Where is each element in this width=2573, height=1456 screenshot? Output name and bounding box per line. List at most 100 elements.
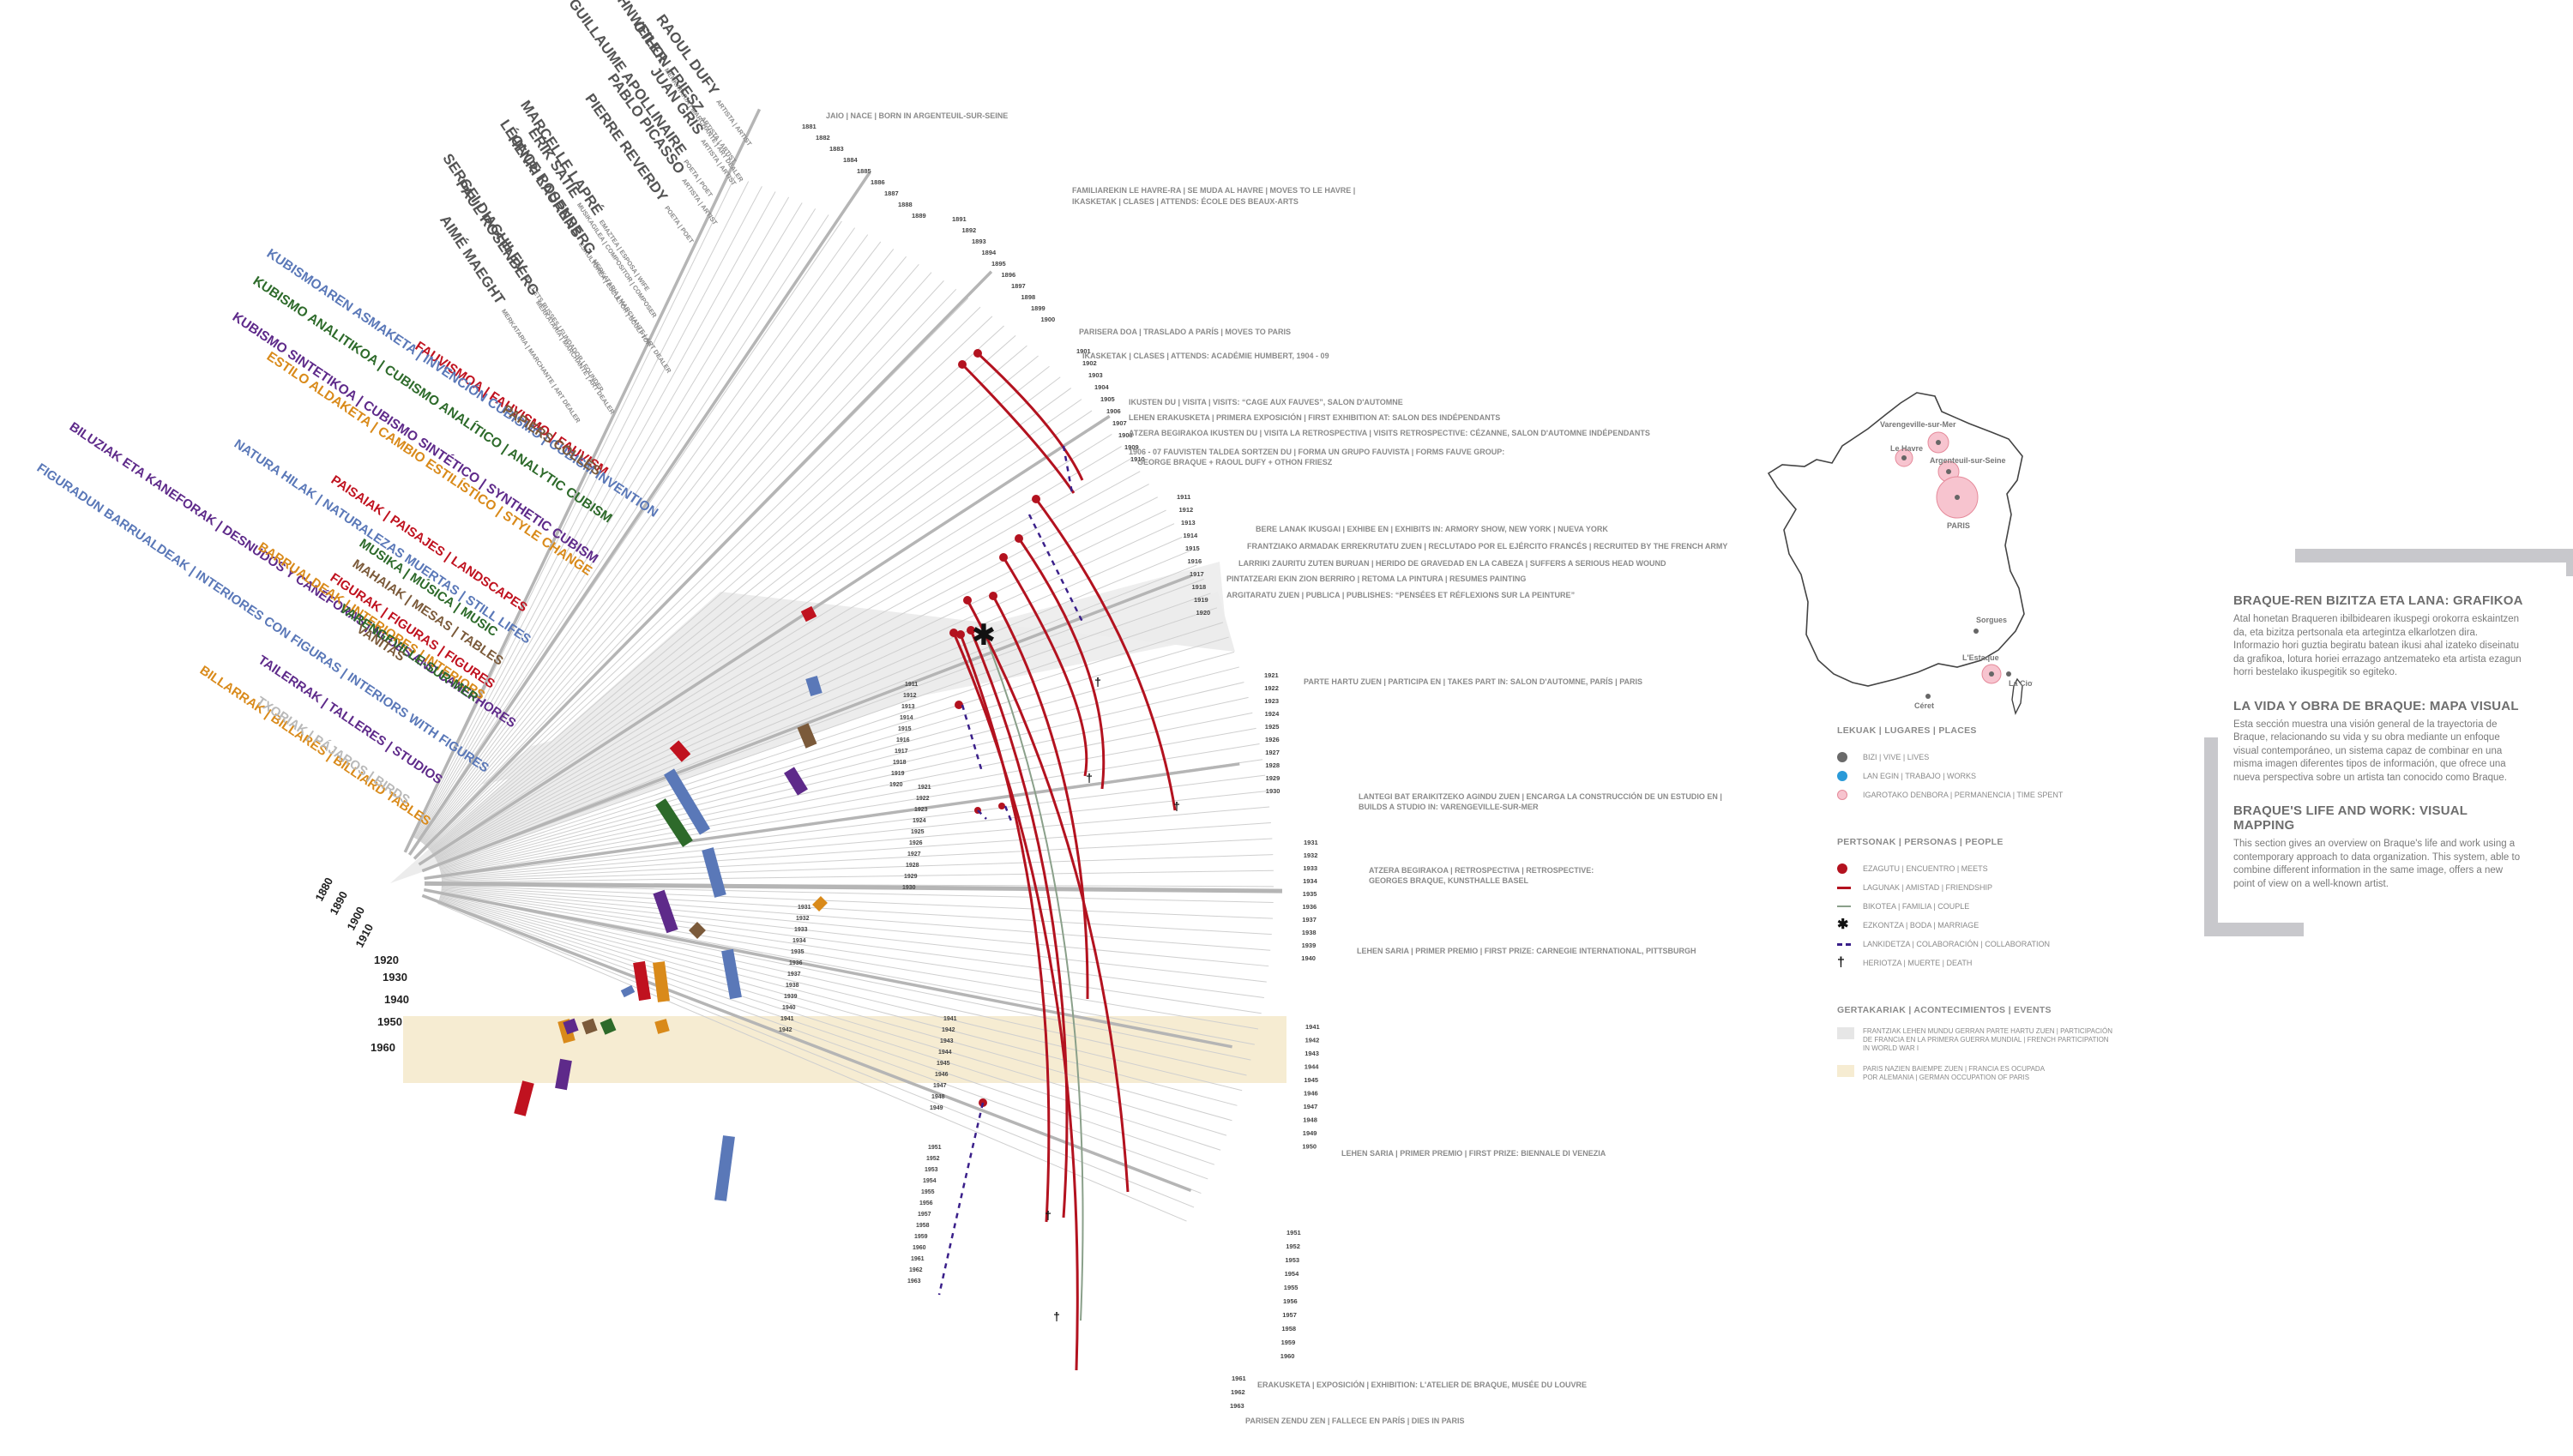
legend-row: LAGUNAK | AMISTAD | FRIENDSHIP (1837, 878, 2180, 897)
year-tick: 1938 (1302, 929, 1317, 936)
year-ray (441, 888, 1267, 983)
arc-rosenberg (952, 632, 1079, 1371)
legend-places: LEKUAK | LUGARES | PLACES BIZI | VIVE | … (1837, 725, 2180, 804)
year-ray (438, 898, 1221, 1151)
year-tick: 1922 (1264, 684, 1279, 692)
year-tick: 1950 (1302, 1143, 1317, 1151)
relationship-arcs (952, 352, 1177, 1371)
arc-grey-couple (979, 621, 1084, 1321)
year-tick: 1888 (898, 201, 913, 208)
year-tick: 1952 (926, 1156, 940, 1162)
collaboration-dash-icon (1837, 942, 1851, 946)
event-label: IKUSTEN DU | VISITA | VISITS: “CAGE AUX … (1129, 398, 1403, 406)
year-tick: 1917 (895, 749, 908, 755)
year-ray (441, 883, 1274, 903)
year-ray (434, 446, 1122, 857)
year-tick: 1920 (1196, 609, 1211, 617)
year-tick: 1936 (1303, 903, 1317, 911)
year-tick: 1907 (1112, 419, 1127, 427)
year-tick: 1909 (1124, 443, 1139, 451)
legend-row: IGAROTAKO DENBORA | PERMANENCIA | TIME S… (1837, 785, 2180, 804)
year-ray (441, 774, 1266, 878)
year-ray (428, 325, 1004, 850)
year-tick: 1955 (1284, 1284, 1299, 1291)
art-period-bar (555, 1058, 572, 1091)
info-title-es: LA VIDA Y OBRA DE BRAQUE: MAPA VISUAL (2233, 698, 2519, 713)
year-ray (428, 335, 1016, 850)
event-label: LANTEGI BAT ERAIKITZEKO AGINDU ZUEN | EN… (1359, 791, 1722, 801)
year-ray (441, 821, 1271, 881)
year-ray (441, 838, 1273, 881)
event-label: ATZERA BEGIRAKOA IKUSTEN DU | VISITA LA … (1129, 429, 1650, 437)
year-tick: 1899 (1031, 304, 1045, 312)
event-label: FAMILIAREKIN LE HAVRE-RA | SE MUDA AL HA… (1072, 186, 1355, 195)
lives-dot-icon (1837, 752, 1847, 762)
year-tick: 1937 (1302, 916, 1317, 924)
death-cross-icon: † (1837, 955, 1845, 970)
decade-label: 1950 (377, 1015, 402, 1028)
year-tick: 1911 (905, 682, 918, 688)
theme-label: FIGURADUN BARRUALDEAK | INTERIORES CON F… (34, 460, 491, 775)
year-tick: 1927 (907, 851, 921, 857)
year-tick: 1908 (1118, 431, 1133, 439)
event-label: GEORGE BRAQUE + RAOUL DUFY + OTHON FRIES… (1137, 458, 1333, 466)
year-ray (412, 176, 736, 838)
svg-text:†: † (1173, 799, 1180, 813)
ww1-swatch-icon (1837, 1027, 1854, 1039)
decade-label: 1930 (383, 971, 407, 984)
year-tick: 1931 (1304, 839, 1318, 846)
info-text-eu: Atal honetan Braqueren ibilbidearen ikus… (2233, 614, 2522, 677)
svg-text:†: † (1094, 675, 1101, 689)
year-ray (440, 666, 1240, 871)
year-tick: 1938 (786, 983, 799, 989)
year-tick: 1931 (798, 905, 811, 911)
city-lestaque: L'Estaque (1962, 653, 1999, 662)
info-text-en: This section gives an overview on Braque… (2233, 839, 2521, 889)
year-tick: 1944 (938, 1050, 952, 1056)
year-tick: 1895 (991, 260, 1006, 268)
year-ray (441, 887, 1271, 951)
france-outline (1767, 392, 2025, 687)
city-la-ciotat: La Ciotat (2009, 679, 2033, 688)
event-label: BUILDS A STUDIO IN: VARENGEVILLE-SUR-MER (1359, 803, 1539, 811)
decade-ray (413, 270, 993, 860)
year-tick: 1934 (792, 938, 806, 944)
year-tick: 1940 (1301, 954, 1316, 962)
year-ray (438, 578, 1204, 866)
decade-ray (418, 414, 1111, 866)
style-label: PAPIERS COLLÉS (500, 402, 604, 478)
year-tick: 1941 (1305, 1023, 1320, 1031)
year-ray (441, 887, 1269, 967)
year-tick: 1917 (1190, 570, 1204, 578)
ww1-band-upper (480, 562, 1226, 785)
year-tick: 1932 (796, 916, 810, 922)
year-tick: 1954 (1285, 1270, 1300, 1278)
year-ray (440, 712, 1253, 874)
year-tick: 1951 (928, 1145, 942, 1151)
art-period-bar (653, 961, 670, 1002)
year-tick: 1915 (898, 726, 912, 732)
year-ray (437, 523, 1175, 863)
year-tick: 1961 (1232, 1375, 1246, 1382)
year-tick: 1926 (909, 840, 923, 846)
year-tick: 1928 (906, 863, 919, 869)
info-frame-top (2295, 549, 2573, 576)
year-tick: 1939 (1302, 942, 1317, 949)
year-tick: 1881 (802, 123, 816, 130)
event-label: LARRIKI ZAURITU ZUTEN BURUAN | HERIDO DE… (1238, 559, 1666, 568)
year-ray (416, 202, 803, 839)
city-argenteuil: Argenteuil-sur-Seine (1930, 456, 2006, 465)
year-tick: 1892 (962, 226, 977, 234)
year-tick: 1945 (937, 1061, 950, 1067)
year-tick: 1900 (1041, 316, 1056, 323)
year-tick: 1941 (943, 1016, 957, 1022)
event-label: JAIO | NACE | BORN IN ARGENTEUIL-SUR-SEI… (826, 111, 1008, 120)
decade-ray (421, 574, 1192, 873)
year-tick: 1928 (1265, 761, 1280, 769)
year-tick: 1942 (779, 1027, 792, 1033)
legend-row: † HERIOTZA | MUERTE | DEATH (1837, 955, 1973, 970)
year-ray (439, 896, 1232, 1122)
legend-row: BIZI | VIVE | LIVES (1837, 748, 2180, 767)
legend-row: PARIS NAZIEN BAIEMPE ZUEN | FRANCIA ES O… (1837, 1065, 2180, 1099)
